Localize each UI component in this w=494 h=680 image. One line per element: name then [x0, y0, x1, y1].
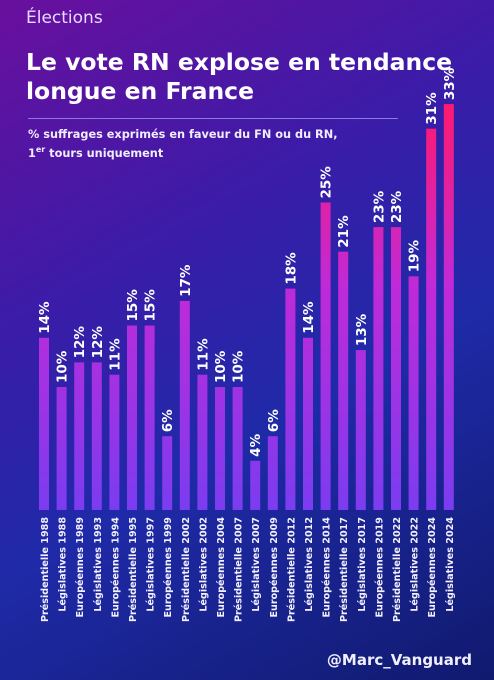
- value-label-14: 18%: [283, 252, 299, 285]
- value-label-23: 33%: [442, 67, 458, 100]
- bar-9: [197, 374, 208, 510]
- value-label-2: 12%: [72, 326, 88, 359]
- value-label-8: 17%: [178, 264, 194, 297]
- category-label-5: Présidentielle 1995: [127, 517, 139, 622]
- category-label-4: Européennes 1994: [109, 517, 121, 618]
- category-label-6: Législatives 1997: [145, 517, 157, 612]
- subtitle-text-end: tours uniquement: [45, 146, 164, 160]
- value-label-7: 6%: [160, 409, 176, 432]
- category-label-7: Européennes 1999: [162, 517, 174, 618]
- bar-7: [162, 436, 173, 510]
- value-labels-group: 14%10%12% 12% 11%15% 15%6%17%11% 10% 10%4%6%1…: [37, 67, 458, 456]
- chart-title: Le vote RN explose en tendance longue en…: [26, 48, 453, 105]
- value-label-22: 31%: [424, 92, 440, 125]
- category-label-0: Présidentielle 1988: [39, 517, 51, 622]
- bar-14: [285, 288, 296, 510]
- category-label-15: Législatives 2012: [303, 517, 315, 612]
- bar-11: [232, 387, 243, 510]
- category-label-1: Législatives 1988: [57, 517, 69, 612]
- bar-1: [56, 387, 67, 510]
- bar-13: [267, 436, 278, 510]
- bar-10: [215, 387, 225, 510]
- category-label-19: Européennes 2019: [373, 517, 385, 618]
- bar-18: [355, 350, 366, 510]
- category-label-18: Législatives 2017: [356, 517, 368, 612]
- category-label-13: Européennes 2009: [268, 517, 280, 618]
- category-label-22: Européennes 2024: [426, 517, 438, 618]
- subtitle-text: % suffrages exprimés en faveur du FN ou …: [28, 128, 338, 160]
- value-label-3: 12%: [90, 326, 106, 359]
- bar-3: [91, 362, 102, 510]
- category-label-16: Européennes 2014: [321, 517, 333, 618]
- bar-17: [338, 251, 349, 510]
- title-divider: [28, 118, 398, 119]
- bar-6: [144, 325, 155, 510]
- category-label-11: Présidentielle 2007: [233, 517, 245, 622]
- bar-5: [127, 325, 137, 510]
- bar-8: [179, 300, 190, 510]
- value-label-0: 14%: [37, 301, 53, 334]
- category-label-17: Présidentielle 2017: [338, 517, 350, 622]
- value-label-20: 23%: [389, 190, 405, 223]
- value-label-17: 21%: [336, 215, 352, 248]
- category-label-20: Présidentielle 2022: [391, 517, 403, 622]
- value-label-5: 15%: [125, 289, 141, 322]
- value-label-9: 11%: [195, 338, 211, 371]
- category-label-3: Législatives 1993: [92, 517, 104, 612]
- author-handle: @Marc_Vanguard: [326, 651, 472, 669]
- value-label-4: 11%: [107, 338, 123, 371]
- category-labels-group: Présidentielle 1988 Législatives 1988 Euro…: [39, 517, 456, 622]
- category-label-12: Législatives 2007: [250, 517, 262, 612]
- category-label-23: Législatives 2024: [444, 517, 456, 612]
- bar-2: [74, 362, 85, 510]
- bar-15: [303, 337, 313, 510]
- bar-22: [426, 128, 437, 510]
- value-label-21: 19%: [407, 240, 423, 273]
- chart-subtitle: % suffrages exprimés en faveur du FN ou …: [28, 127, 348, 161]
- value-label-13: 6%: [266, 409, 282, 432]
- value-label-19: 23%: [371, 190, 387, 223]
- bar-19: [373, 227, 384, 510]
- bar-12: [250, 460, 261, 510]
- bar-16: [320, 202, 331, 510]
- value-label-1: 10%: [55, 350, 71, 383]
- kicker: Élections: [26, 8, 103, 28]
- value-label-12: 4%: [248, 433, 264, 456]
- category-label-2: Européennes 1989: [74, 517, 86, 618]
- value-label-6: 15%: [143, 289, 159, 322]
- category-label-21: Législatives 2022: [409, 517, 421, 612]
- bar-23: [443, 104, 454, 510]
- value-label-11: 10%: [231, 350, 247, 383]
- bar-4: [109, 374, 120, 510]
- category-label-14: Présidentielle 2012: [285, 517, 297, 622]
- category-label-8: Présidentielle 2002: [180, 517, 192, 622]
- bar-20: [391, 227, 401, 510]
- bar-21: [408, 276, 419, 510]
- bars-group: [39, 104, 454, 510]
- value-label-18: 13%: [354, 313, 370, 346]
- value-label-16: 25%: [319, 166, 335, 199]
- subtitle-superscript: er: [35, 145, 46, 154]
- bar-0: [39, 337, 49, 510]
- category-label-9: Législatives 2002: [197, 517, 209, 612]
- category-label-10: Européennes 2004: [215, 517, 227, 618]
- value-label-15: 14%: [301, 301, 317, 334]
- value-label-10: 10%: [213, 350, 229, 383]
